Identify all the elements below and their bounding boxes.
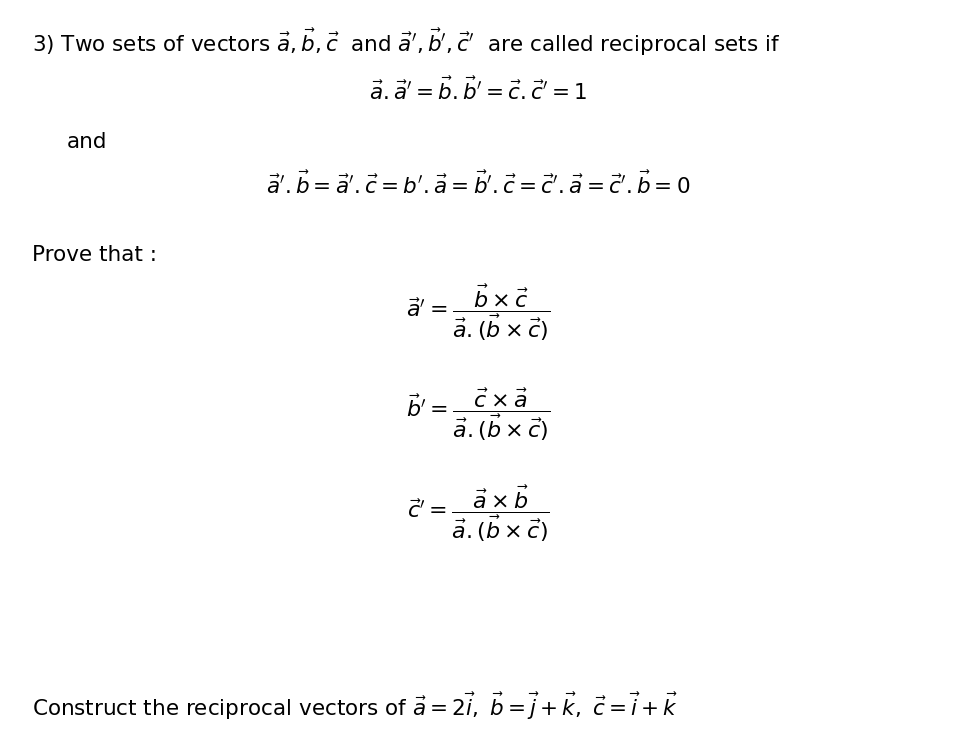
Text: $\vec{a}^{\prime}.\vec{b} = \vec{a}^{\prime}.\vec{c} = b^{\prime}.\vec{a} = \vec: $\vec{a}^{\prime}.\vec{b} = \vec{a}^{\pr…	[266, 171, 690, 199]
Text: and: and	[67, 132, 107, 152]
Text: Construct the reciprocal vectors of $\vec{a} = 2\vec{i},\ \vec{b} = \vec{j} + \v: Construct the reciprocal vectors of $\ve…	[32, 691, 678, 722]
Text: Prove that :: Prove that :	[32, 245, 157, 265]
Text: $\vec{a}.\vec{a}^{\prime} = \vec{b}.\vec{b}^{\prime} = \vec{c}.\vec{c}^{\prime} : $\vec{a}.\vec{a}^{\prime} = \vec{b}.\vec…	[369, 77, 587, 104]
Text: 3) Two sets of vectors $\vec{a}, \vec{b}, \vec{c}$  and $\vec{a}^{\prime}, \vec{: 3) Two sets of vectors $\vec{a}, \vec{b}…	[32, 26, 779, 57]
Text: $\vec{b}^{\prime} = \dfrac{\vec{c} \times \vec{a}}{\vec{a}.(\vec{b} \times \vec{: $\vec{b}^{\prime} = \dfrac{\vec{c} \time…	[405, 387, 551, 443]
Text: $\vec{c}^{\prime} = \dfrac{\vec{a} \times \vec{b}}{\vec{a}.(\vec{b} \times \vec{: $\vec{c}^{\prime} = \dfrac{\vec{a} \time…	[406, 483, 550, 544]
Text: $\vec{a}^{\prime} = \dfrac{\vec{b} \times \vec{c}}{\vec{a}.(\vec{b} \times \vec{: $\vec{a}^{\prime} = \dfrac{\vec{b} \time…	[406, 283, 550, 344]
